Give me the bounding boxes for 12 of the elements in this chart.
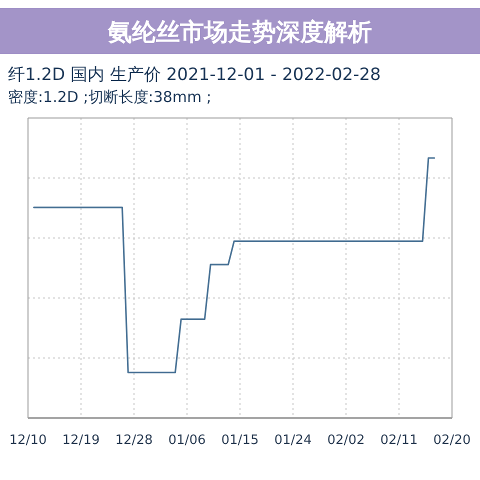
x-tick-label: 12/28 [115, 433, 153, 448]
x-tick-label: 02/20 [433, 433, 471, 448]
x-tick-label: 12/19 [62, 433, 100, 448]
x-tick-label: 01/15 [221, 433, 259, 448]
chart-subtitle: 密度:1.2D ;切断长度:38mm ; [8, 88, 212, 106]
x-tick-label: 02/02 [327, 433, 365, 448]
chart-title: 纤1.2D 国内 生产价 2021-12-01 - 2022-02-28 [8, 65, 381, 85]
x-tick-label: 12/10 [9, 433, 47, 448]
text: 氨纶丝市场走势深度解析 [107, 18, 372, 46]
x-tick-label: 01/06 [168, 433, 206, 448]
x-tick-label: 01/24 [274, 433, 312, 448]
x-tick-label: 02/11 [380, 433, 418, 448]
